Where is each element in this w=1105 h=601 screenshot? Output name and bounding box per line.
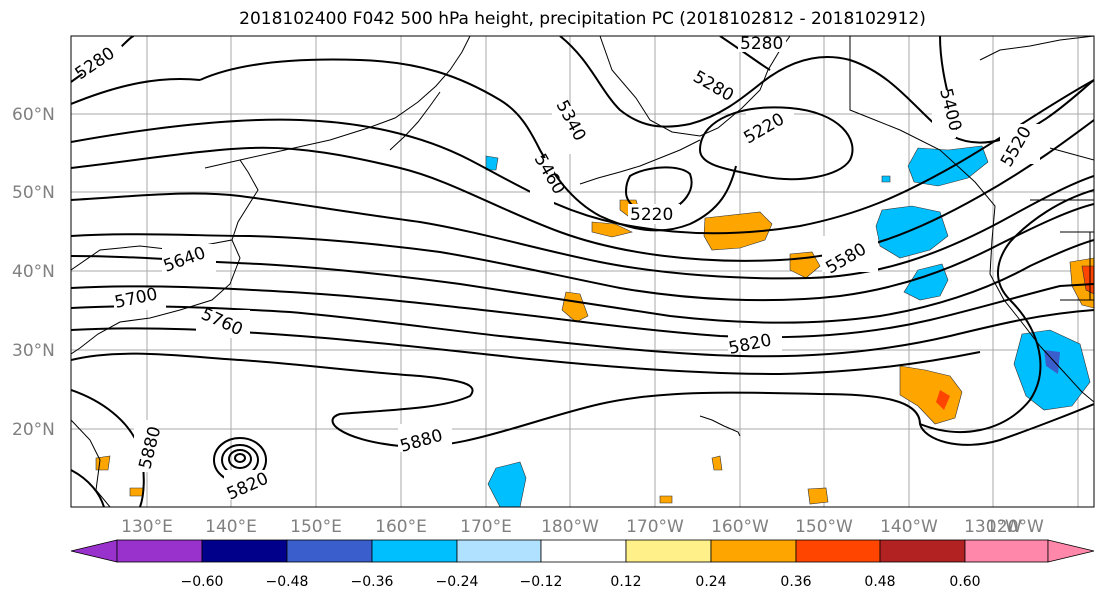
lon-label: 170°E	[460, 517, 512, 537]
colorbar	[70, 539, 1095, 563]
contour-label: 5220	[630, 205, 673, 225]
colorbar-segment	[70, 539, 118, 563]
lat-label: 60°N	[12, 105, 55, 125]
lon-label: 180°W	[541, 517, 599, 537]
colorbar-segment	[116, 539, 203, 563]
colorbar-label: 0.48	[864, 574, 895, 590]
colorbar-label: −0.12	[520, 574, 563, 590]
colorbar-segment	[1047, 539, 1095, 563]
contour-label: 5280	[740, 34, 783, 54]
colorbar-segment	[371, 539, 458, 563]
colorbar-label: −0.60	[181, 574, 224, 590]
lon-label: 150°W	[795, 517, 853, 537]
colorbar-label: −0.24	[436, 574, 479, 590]
lon-label: 140°W	[880, 517, 938, 537]
colorbar-segment	[540, 539, 627, 563]
colorbar-segment	[964, 539, 1049, 563]
lon-label: 130°W	[964, 517, 1022, 537]
map-frame	[70, 35, 1095, 508]
colorbar-label: 0.36	[780, 574, 811, 590]
lat-label: 40°N	[12, 262, 55, 282]
colorbar-labels: −0.60 −0.48 −0.36 −0.24 −0.12 0.12 0.24 …	[181, 574, 981, 590]
lon-label: 130°E	[121, 517, 173, 537]
lon-label: 160°E	[375, 517, 427, 537]
colorbar-segment	[625, 539, 712, 563]
lat-label: 50°N	[12, 183, 55, 203]
colorbar-label: 0.24	[695, 574, 726, 590]
lat-label: 30°N	[12, 341, 55, 361]
colorbar-label: 0.12	[610, 574, 641, 590]
coastlines	[71, 36, 1094, 507]
colorbar-segment	[879, 539, 966, 563]
colorbar-segment	[456, 539, 542, 563]
lon-label: 160°W	[711, 517, 769, 537]
colorbar-segment	[710, 539, 797, 563]
lon-label: 150°E	[290, 517, 342, 537]
contour-labels: 5280 5280 5280 5220 5340 5400 5460 5520 …	[72, 34, 1040, 505]
lat-label: 20°N	[12, 420, 55, 440]
lon-label: 120°W	[986, 517, 1044, 537]
colorbar-label: −0.36	[351, 574, 394, 590]
colorbar-label: −0.48	[266, 574, 309, 590]
colorbar-segment	[795, 539, 881, 563]
precip-anomaly-shading	[95, 145, 1094, 507]
latitude-labels: 60°N 50°N 40°N 30°N 20°N	[12, 105, 55, 440]
colorbar-segment	[201, 539, 288, 563]
lon-label: 170°W	[626, 517, 684, 537]
colorbar-segment	[286, 539, 373, 563]
colorbar-label: 0.60	[949, 574, 980, 590]
map-title: 2018102400 F042 500 hPa height, precipit…	[239, 9, 926, 29]
height-contours	[71, 36, 1094, 507]
longitude-labels: 130°E 140°E 150°E 160°E 170°E 180°W 170°…	[121, 517, 1044, 537]
lon-label: 140°E	[205, 517, 257, 537]
